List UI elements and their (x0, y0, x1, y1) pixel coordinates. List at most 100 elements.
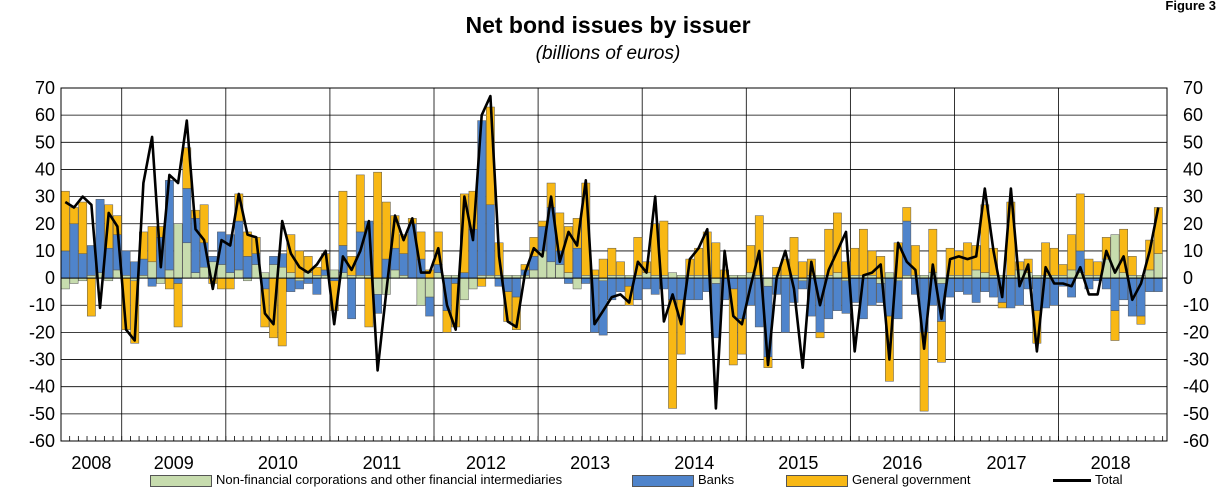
bar-nfc (373, 277, 382, 295)
bar-banks (399, 253, 409, 276)
x-tick-label: 2017 (986, 453, 1026, 470)
bar-nfc (182, 242, 192, 279)
bar-gov (728, 288, 738, 366)
legend-item-nfc: Non-financial corporations and other fin… (150, 472, 562, 487)
y-tick-label-left: -50 (29, 404, 55, 424)
bar-gov (459, 193, 469, 273)
bar-banks (60, 250, 70, 279)
bar-nfc (217, 264, 226, 279)
chart-plot: -60 -50 -40 -30 -20 -10 0 10 20 30 40 50 60 70 -60 -50… (29, 78, 1209, 470)
bar-gov (217, 277, 226, 290)
bar-gov (1093, 261, 1102, 276)
x-axis-labels: 2008 2009 2010 2011 2012 2013 2014 2015 2016 2017… (71, 453, 1130, 470)
y-tick-label-left: 30 (35, 187, 55, 207)
bar-gov (442, 310, 452, 333)
bar-banks (1101, 277, 1111, 290)
bar-banks (225, 234, 235, 273)
bar-gov (1153, 207, 1163, 254)
figure-label: Figure 3 (1165, 0, 1216, 13)
bar-nfc (980, 272, 990, 279)
y-tick-label-left: 0 (45, 268, 55, 288)
y-tick-label-right: 40 (1183, 159, 1203, 179)
x-tick-label: 2009 (154, 453, 194, 470)
bar-banks (312, 277, 322, 295)
bar-banks (1145, 277, 1155, 292)
bar-nfc (763, 277, 773, 287)
bar-nfc (234, 269, 244, 279)
bar-gov (512, 296, 521, 330)
bar-gov (173, 283, 183, 328)
bar-gov (1058, 264, 1068, 276)
bar-banks (147, 277, 157, 287)
x-tick-label: 2018 (1091, 453, 1131, 470)
bar-gov (355, 174, 365, 233)
bar-nfc (329, 269, 339, 279)
bar-gov (919, 332, 929, 412)
bar-banks (139, 258, 148, 276)
bar-banks (650, 277, 660, 295)
bar-banks (798, 280, 808, 290)
bar-gov (633, 237, 643, 276)
bar-gov (338, 190, 348, 246)
bar-gov (1067, 234, 1076, 271)
bar-banks (425, 296, 435, 317)
y-tick-label-left: 50 (35, 132, 55, 152)
bar-nfc (564, 272, 573, 279)
bar-banks (980, 277, 990, 292)
bar-banks (616, 277, 625, 292)
bar-nfc (885, 272, 894, 279)
bar-gov (477, 277, 487, 287)
bar-banks (512, 277, 521, 298)
legend-swatch-total (1053, 479, 1091, 483)
bar-gov (130, 280, 140, 344)
bar-gov (1075, 193, 1085, 252)
y-tick-label-right: 0 (1183, 268, 1193, 288)
bar-nfc (529, 269, 539, 279)
bar-gov (1110, 310, 1120, 341)
x-tick-label: 2010 (258, 453, 298, 470)
bar-banks (598, 280, 608, 336)
bar-gov (86, 277, 96, 317)
bar-gov (572, 218, 582, 249)
bar-banks (1153, 277, 1163, 292)
total-line (64, 94, 1160, 410)
bar-banks (173, 277, 183, 284)
y-tick-label-right: -40 (1183, 377, 1209, 397)
bar-gov (850, 247, 860, 276)
bar-gov (546, 182, 556, 208)
bar-nfc (971, 269, 981, 279)
bar-banks (989, 277, 998, 298)
bar-banks (1032, 277, 1042, 311)
bar-gov (147, 226, 157, 263)
bar-gov (1136, 315, 1146, 325)
bar-gov (1119, 228, 1128, 273)
bar-gov (373, 171, 382, 279)
bar-nfc (416, 277, 426, 306)
bar-banks (963, 277, 972, 295)
bar-gov (815, 332, 825, 339)
bar-nfc (199, 266, 209, 279)
bar-gov (1127, 256, 1137, 276)
bar-banks (564, 277, 573, 284)
bar-nfc (1153, 253, 1163, 279)
bar-gov (711, 242, 721, 279)
plot-frame (60, 87, 1168, 442)
x-tick-label: 2011 (363, 453, 402, 470)
bar-nfc (156, 277, 166, 284)
bar-nfc (572, 277, 582, 290)
legend-label-total: Total (1095, 472, 1123, 487)
bar-gov (277, 277, 287, 347)
bar-nfc (711, 277, 721, 284)
bar-nfc (468, 277, 478, 290)
chart-subtitle: (billions of euros) (535, 43, 681, 64)
bar-series (60, 106, 1163, 412)
legend: Non-financial corporations and other fin… (0, 470, 1216, 488)
y-tick-label-right: 10 (1183, 241, 1203, 261)
y-tick-label-right: 60 (1183, 105, 1203, 125)
bar-banks (486, 204, 495, 276)
bar-nfc (286, 272, 296, 279)
bar-gov (78, 201, 88, 254)
bar-nfc (225, 272, 235, 279)
bar-banks (69, 223, 79, 279)
bar-gov (1015, 261, 1024, 271)
